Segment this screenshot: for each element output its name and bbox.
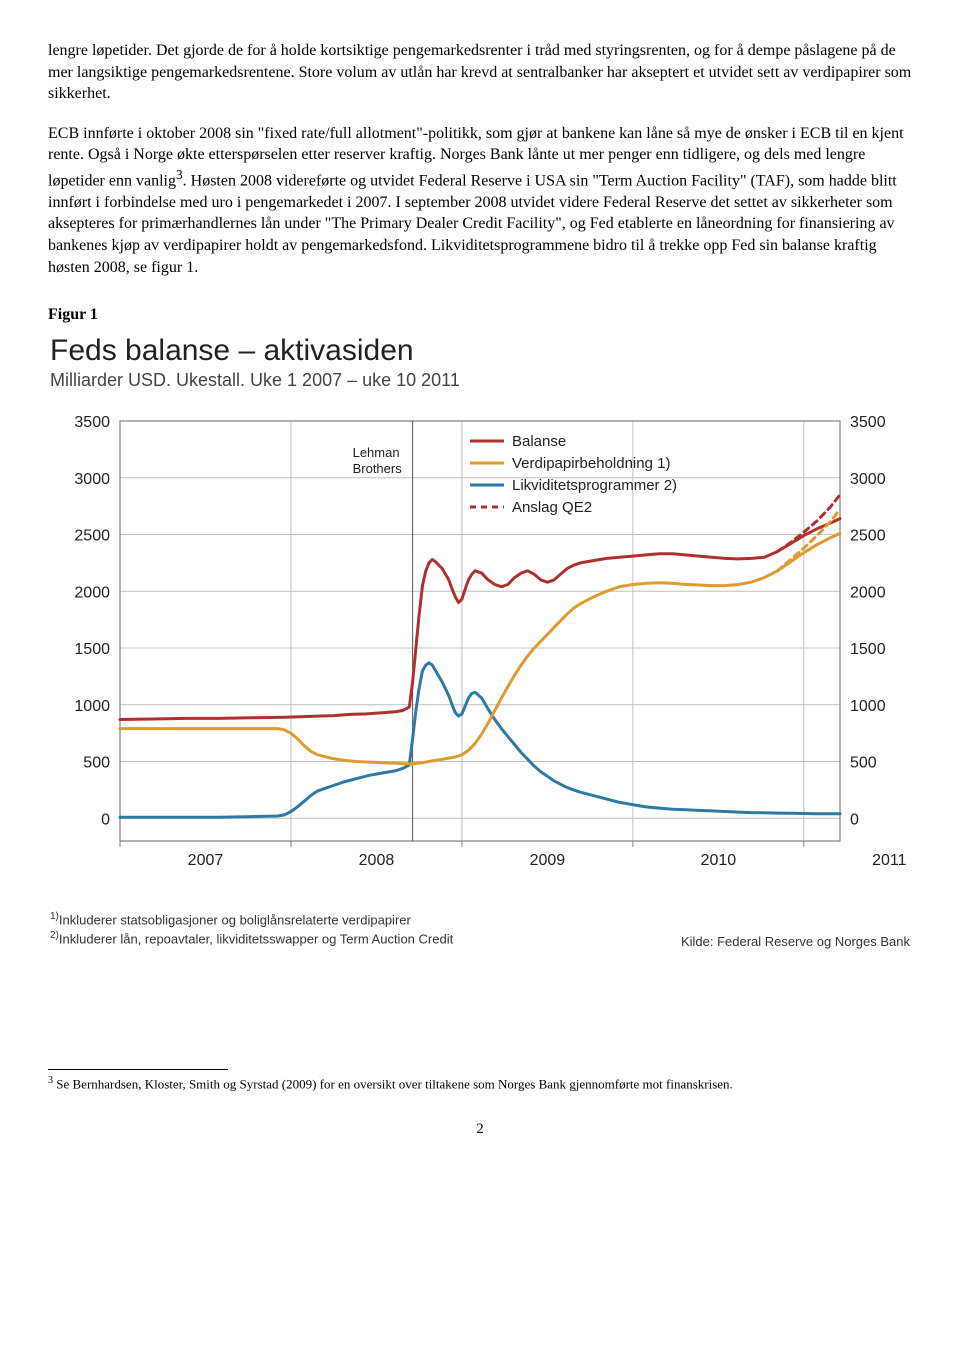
svg-text:3500: 3500 [850,414,886,431]
chart-svg: 0 0 500 500 1000 1000 1500 1500 2000 2000 2500 2500… [50,401,910,901]
chart-footnotes: 1)Inkluderer statsobligasjoner og boligl… [50,910,910,948]
svg-text:2007: 2007 [188,852,224,869]
svg-text:Balanse: Balanse [512,433,566,450]
chart-footnote-2: 2)Inkluderer lån, repoavtaler, likvidite… [50,929,453,948]
svg-text:3000: 3000 [850,471,886,488]
page-number: 2 [48,1121,912,1138]
svg-text:0: 0 [101,812,110,829]
svg-text:2000: 2000 [850,585,886,602]
svg-text:2500: 2500 [850,528,886,545]
svg-text:2500: 2500 [74,528,110,545]
svg-text:Verdipapirbeholdning 1): Verdipapirbeholdning 1) [512,455,670,472]
page-footnote: 3 Se Bernhardsen, Kloster, Smith og Syrs… [48,1074,912,1093]
svg-text:1000: 1000 [850,698,886,715]
chart-source: Kilde: Federal Reserve og Norges Bank [681,934,910,949]
figure-label: Figur 1 [48,306,912,324]
svg-text:500: 500 [83,755,110,772]
svg-text:3000: 3000 [74,471,110,488]
svg-text:1500: 1500 [74,641,110,658]
svg-text:1500: 1500 [850,641,886,658]
body-paragraph-1: lengre løpetider. Det gjorde de for å ho… [48,40,912,105]
svg-text:0: 0 [850,812,859,829]
svg-text:Lehman: Lehman [353,445,400,460]
chart-subtitle: Milliarder USD. Ukestall. Uke 1 2007 – u… [50,370,910,391]
chart-footnote-1: 1)Inkluderer statsobligasjoner og boligl… [50,910,453,929]
svg-text:2009: 2009 [530,852,566,869]
footnote-rule [48,1069,228,1070]
svg-text:1000: 1000 [74,698,110,715]
footnote-ref-3: 3 [176,167,183,182]
body-paragraph-2: ECB innførte i oktober 2008 sin "fixed r… [48,123,912,278]
svg-text:Anslag QE2: Anslag QE2 [512,499,592,516]
svg-text:Likviditetsprogrammer 2): Likviditetsprogrammer 2) [512,477,677,494]
svg-text:500: 500 [850,755,877,772]
chart-container: Feds balanse – aktivasiden Milliarder US… [48,334,912,948]
svg-text:3500: 3500 [74,414,110,431]
svg-text:2011: 2011 [872,852,907,869]
svg-text:2010: 2010 [701,852,737,869]
svg-text:2000: 2000 [74,585,110,602]
svg-text:Brothers: Brothers [353,461,403,476]
svg-text:2008: 2008 [359,852,395,869]
chart-title: Feds balanse – aktivasiden [50,334,910,368]
